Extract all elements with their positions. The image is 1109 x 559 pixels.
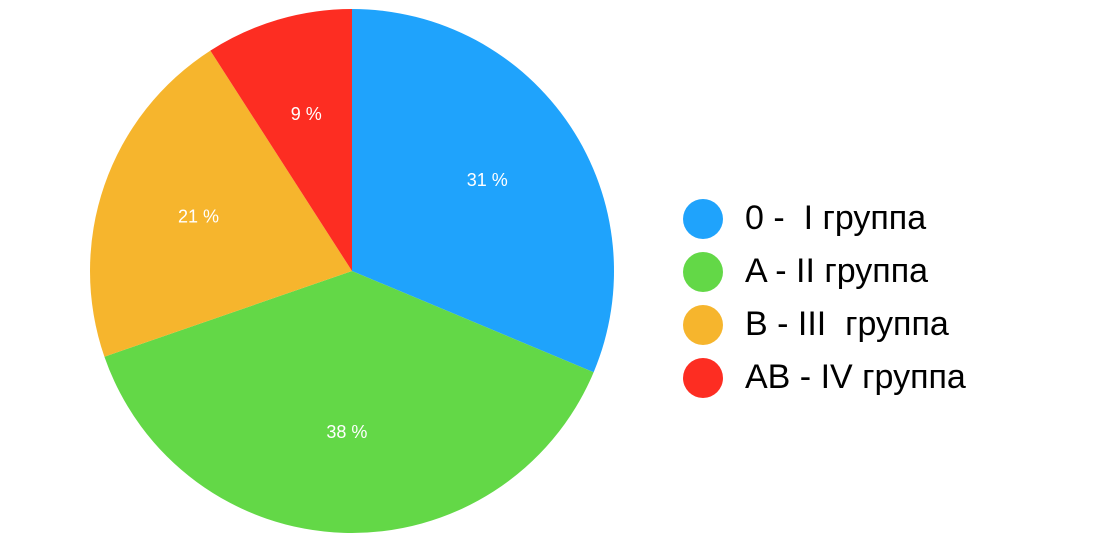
pie-slice <box>89 50 352 357</box>
pie-slice <box>352 9 614 373</box>
legend-label: 0 - I группа <box>745 199 926 237</box>
value-label: 38 % <box>326 422 367 442</box>
value-label: 31 % <box>467 170 508 190</box>
value-label: 21 % <box>178 207 219 227</box>
legend-label: A - II группа <box>745 252 928 290</box>
value-label: 9 % <box>291 104 322 124</box>
legend-marker <box>683 305 723 345</box>
pie-slice <box>210 9 352 271</box>
legend-label: AB - IV группа <box>745 358 966 396</box>
legend-marker <box>683 199 723 239</box>
legend-marker <box>683 358 723 398</box>
pie-slice <box>104 271 594 533</box>
legend-marker <box>683 252 723 292</box>
legend-label: B - III группа <box>745 305 949 343</box>
